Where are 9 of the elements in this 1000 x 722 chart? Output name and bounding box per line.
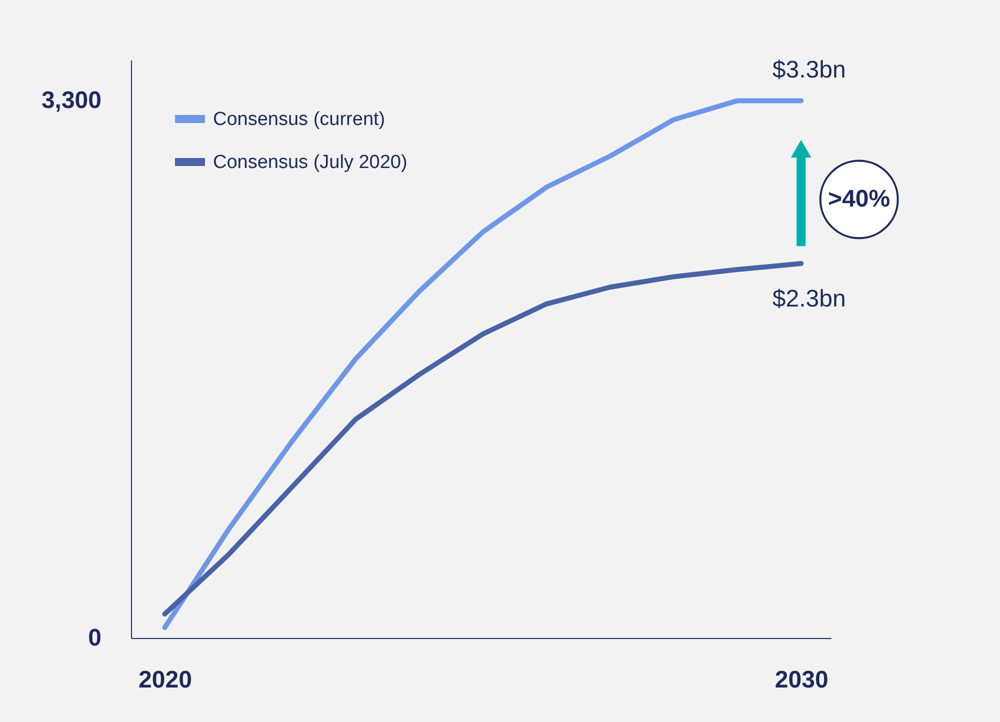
annotation: $3.3bn — [772, 56, 846, 84]
y-tick-label: 0 — [88, 624, 102, 652]
legend-label: Consensus (July 2020) — [213, 152, 408, 173]
annotation: >40% — [828, 185, 890, 212]
y-tick-label: 3,300 — [41, 87, 102, 114]
x-tick-label: 2030 — [774, 666, 828, 694]
legend-label: Consensus (current) — [213, 109, 386, 130]
x-tick-label: 2020 — [138, 666, 192, 694]
annotation: $2.3bn — [772, 286, 846, 313]
